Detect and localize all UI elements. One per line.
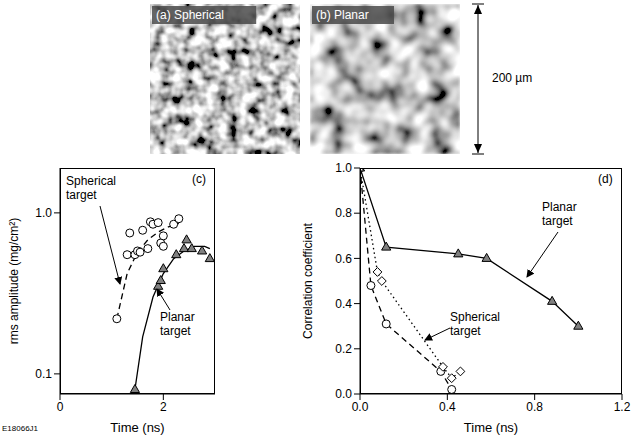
svg-text:1.0: 1.0 <box>335 161 352 175</box>
html-text:(c): (c) <box>192 172 206 186</box>
svg-text:2: 2 <box>160 400 167 414</box>
svg-text:Time (ns): Time (ns) <box>464 420 518 435</box>
html-text:Spherical target: Spherical target <box>66 174 116 202</box>
html-text:Spherical target: Spherical target <box>450 310 500 338</box>
html-text:(d): (d) <box>598 172 613 186</box>
svg-text:0.0: 0.0 <box>335 387 352 401</box>
svg-text:0.1: 0.1 <box>35 367 52 381</box>
html-text:Planar target: Planar target <box>160 310 195 338</box>
svg-text:(b) Planar: (b) Planar <box>316 8 369 22</box>
svg-text:0.4: 0.4 <box>335 297 352 311</box>
svg-text:(a) Spherical: (a) Spherical <box>156 8 224 22</box>
svg-text:rms amplitude (mg/cm²): rms amplitude (mg/cm²) <box>7 218 21 345</box>
html-text:E18066J1: E18066J1 <box>2 424 38 433</box>
svg-text:0.0: 0.0 <box>352 400 369 414</box>
svg-text:Time (ns): Time (ns) <box>110 420 164 435</box>
svg-text:0.8: 0.8 <box>335 206 352 220</box>
svg-text:Correlation coefficient: Correlation coefficient <box>301 222 315 339</box>
html-text:200 µm: 200 µm <box>492 71 533 85</box>
html-text:Planar target: Planar target <box>542 200 577 228</box>
svg-text:0.6: 0.6 <box>335 252 352 266</box>
svg-text:0: 0 <box>57 400 64 414</box>
svg-text:1.2: 1.2 <box>614 400 631 414</box>
svg-text:1.0: 1.0 <box>35 206 52 220</box>
svg-text:0.4: 0.4 <box>439 400 456 414</box>
svg-text:0.2: 0.2 <box>335 342 352 356</box>
svg-text:0.8: 0.8 <box>526 400 543 414</box>
